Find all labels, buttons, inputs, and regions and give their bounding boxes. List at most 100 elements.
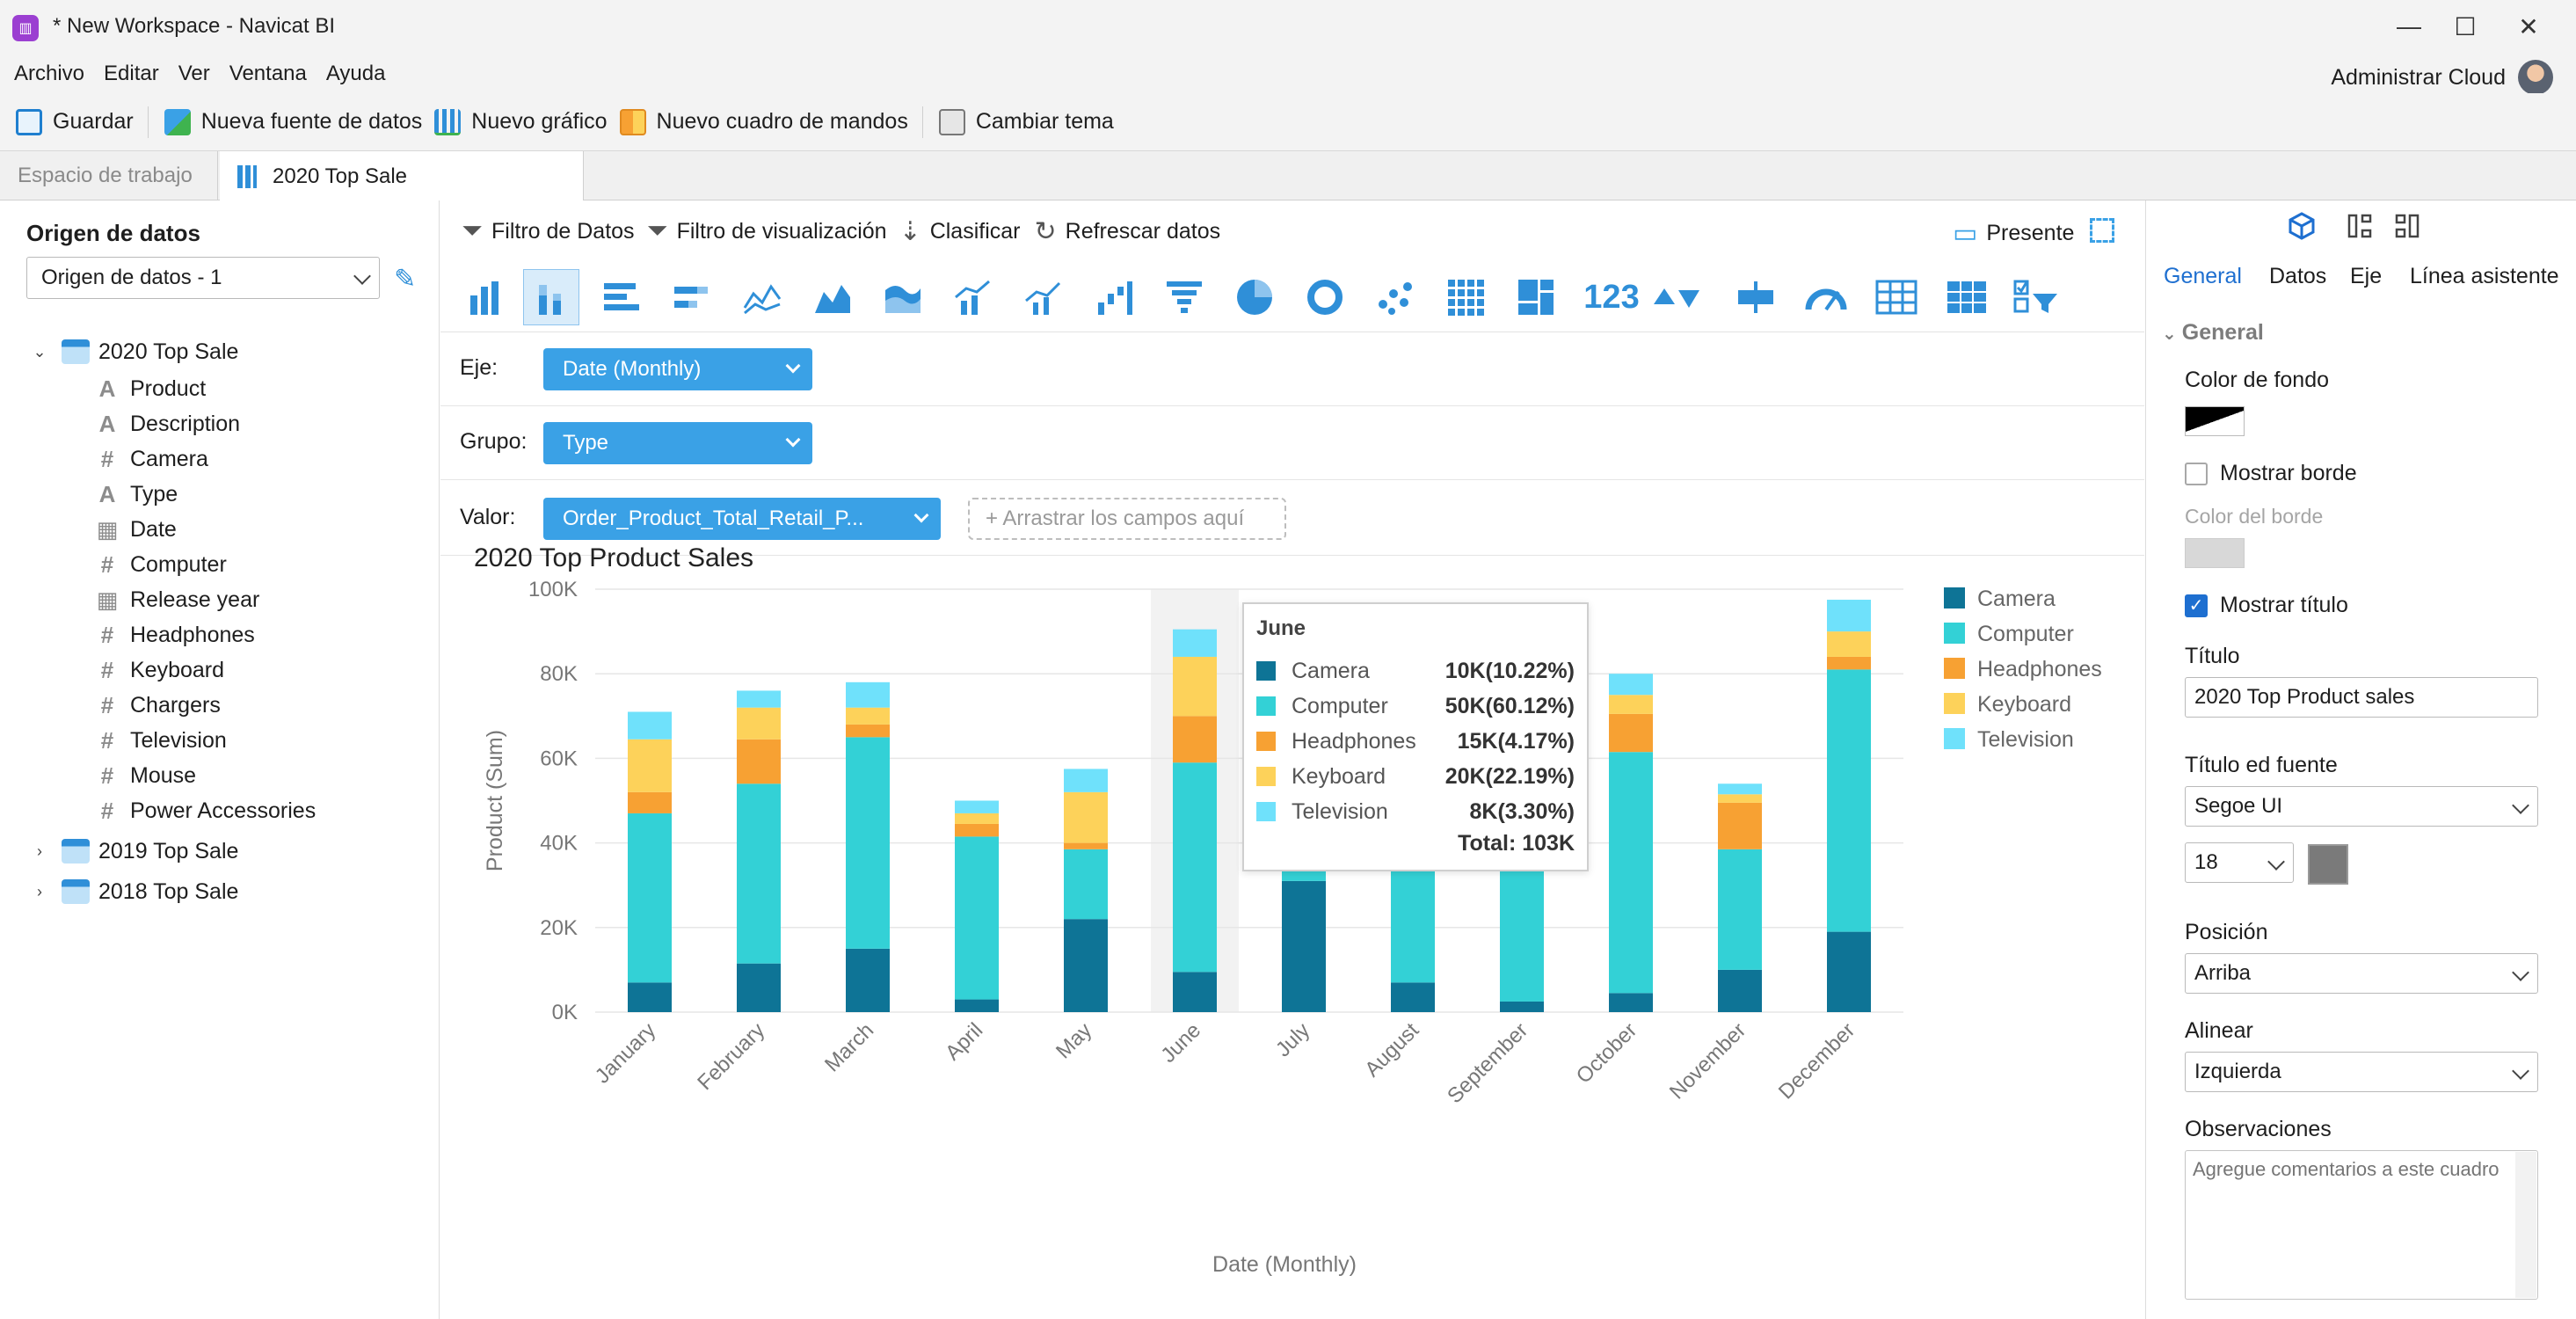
bar-line-chart-type[interactable] <box>945 269 1001 325</box>
horizontal-bar-chart-type[interactable] <box>593 269 650 325</box>
manage-cloud-link[interactable]: Administrar Cloud <box>2331 65 2506 90</box>
combo-chart-type[interactable] <box>1015 269 1072 325</box>
layout-icon[interactable] <box>2394 213 2420 239</box>
view-filter-label: Filtro de visualización <box>676 218 887 244</box>
data-source-select[interactable]: Origen de datos - 1 <box>26 257 380 299</box>
field-drop-zone[interactable]: + Arrastrar los campos aquí <box>968 498 1286 540</box>
menu-ver[interactable]: Ver <box>178 62 210 85</box>
bar-segment <box>628 982 672 1012</box>
field-product[interactable]: A Product <box>95 371 207 406</box>
tree-node-2018[interactable]: › 2018 Top Sale <box>30 874 238 909</box>
data-filter-button[interactable]: ⏷ Filtro de Datos <box>462 216 635 246</box>
value-field-pill[interactable]: Order_Product_Total_Retail_P... <box>543 498 941 540</box>
avatar[interactable] <box>2518 60 2553 95</box>
notes-scrollbar[interactable] <box>2515 1152 2536 1298</box>
sort-button[interactable]: ⇣ Clasificar <box>899 216 1021 247</box>
menu-editar[interactable]: Editar <box>104 62 159 85</box>
section-general[interactable]: ⌄ General <box>2162 320 2264 346</box>
tab-datos[interactable]: Datos <box>2269 264 2327 288</box>
section-title: General <box>2181 320 2264 345</box>
font-select[interactable]: Segoe UI <box>2185 786 2538 827</box>
treemap-chart-type[interactable] <box>1508 269 1564 325</box>
chevron-right-icon[interactable]: › <box>37 842 42 860</box>
group-field-pill[interactable]: Type <box>543 422 812 464</box>
field-television[interactable]: # Television <box>95 723 227 758</box>
field-computer[interactable]: # Computer <box>95 547 227 582</box>
align-select[interactable]: Izquierda <box>2185 1052 2538 1092</box>
tab-linea-asistente[interactable]: Línea asistente <box>2410 264 2559 288</box>
notes-textarea[interactable] <box>2185 1150 2538 1300</box>
menu-ventana[interactable]: Ventana <box>229 62 307 85</box>
field-mouse[interactable]: # Mouse <box>95 758 196 793</box>
x-tick-label: July <box>1271 1018 1314 1061</box>
table-chart-type[interactable] <box>1868 269 1925 325</box>
save-button[interactable]: Guardar <box>16 108 134 135</box>
new-chart-button[interactable]: Nuevo gráfico <box>434 108 608 135</box>
scatter-chart-type[interactable] <box>1367 269 1423 325</box>
pivot-table-chart-type[interactable] <box>1939 269 1995 325</box>
funnel-chart-type[interactable] <box>1156 269 1212 325</box>
legend-label: Television <box>1977 727 2074 752</box>
menu-archivo[interactable]: Archivo <box>14 62 85 85</box>
field-description[interactable]: A Description <box>95 406 240 441</box>
heatmap-chart-type[interactable] <box>1437 269 1494 325</box>
show-border-checkbox[interactable]: Mostrar borde <box>2185 461 2357 486</box>
field-type[interactable]: A Type <box>95 477 178 512</box>
font-size-select[interactable]: 18 <box>2185 842 2294 883</box>
tree-node-2020[interactable]: ⌄ 2020 Top Sale <box>30 334 238 369</box>
bg-color-swatch[interactable] <box>2185 406 2245 436</box>
title-input[interactable]: 2020 Top Product sales <box>2185 677 2538 718</box>
tab-2020-top-sale[interactable]: 2020 Top Sale <box>220 151 584 201</box>
chevron-down-icon <box>2267 853 2285 871</box>
field-label: Computer <box>130 551 227 577</box>
field-keyboard[interactable]: # Keyboard <box>95 652 224 688</box>
fullscreen-icon[interactable] <box>2090 218 2114 243</box>
hierarchy-icon[interactable] <box>2347 213 2373 239</box>
value-chart-type[interactable]: 123 <box>1578 269 1645 325</box>
refresh-button[interactable]: ↻ Refrescar datos <box>1035 216 1221 247</box>
chevron-down-icon[interactable]: ⌄ <box>33 342 47 361</box>
gauge-chart-type[interactable] <box>1798 269 1854 325</box>
kpi-chart-type[interactable] <box>1650 269 1706 325</box>
show-title-checkbox[interactable]: ✓ Mostrar título <box>2185 593 2348 618</box>
field-chargers[interactable]: # Chargers <box>95 688 221 723</box>
gauge-bar-chart-type[interactable] <box>1728 269 1784 325</box>
new-data-source-button[interactable]: Nueva fuente de datos <box>164 108 422 135</box>
new-dashboard-button[interactable]: Nuevo cuadro de mandos <box>619 108 908 135</box>
tree-node-2019[interactable]: › 2019 Top Sale <box>30 834 238 869</box>
axis-field-pill[interactable]: Date (Monthly) <box>543 348 812 390</box>
present-button[interactable]: ▭ Presente <box>1953 218 2074 249</box>
stacked-horizontal-bar-type[interactable] <box>664 269 720 325</box>
line-chart-type[interactable] <box>734 269 790 325</box>
view-filter-button[interactable]: ⏷ Filtro de visualización <box>647 216 887 246</box>
donut-chart-type[interactable] <box>1297 269 1353 325</box>
waterfall-chart-type[interactable] <box>1086 269 1142 325</box>
close-button[interactable]: ✕ <box>2518 12 2539 40</box>
tab-workspace[interactable]: Espacio de trabajo <box>0 151 218 200</box>
tooltip-series-name: Camera <box>1292 658 1370 683</box>
chevron-right-icon[interactable]: › <box>37 882 42 900</box>
field-headphones[interactable]: # Headphones <box>95 617 255 652</box>
stacked-area-chart-type[interactable] <box>875 269 931 325</box>
area-chart-type[interactable] <box>804 269 861 325</box>
field-camera[interactable]: # Camera <box>95 441 208 477</box>
filter-control-chart-type[interactable] <box>2009 269 2065 325</box>
pie-chart-type[interactable] <box>1226 269 1283 325</box>
field-release-year[interactable]: ▦ Release year <box>95 582 260 617</box>
font-color-swatch[interactable] <box>2308 844 2348 885</box>
bar-segment <box>1609 713 1653 753</box>
field-power-accessories[interactable]: # Power Accessories <box>95 793 316 828</box>
position-select[interactable]: Arriba <box>2185 953 2538 994</box>
field-date[interactable]: ▦ Date <box>95 512 177 547</box>
menu-ayuda[interactable]: Ayuda <box>325 62 386 85</box>
bar-chart-type[interactable] <box>458 269 514 325</box>
minimize-button[interactable]: — <box>2397 12 2421 40</box>
cube-icon[interactable] <box>2287 211 2317 241</box>
maximize-button[interactable]: ☐ <box>2454 12 2477 40</box>
tab-general[interactable]: General <box>2164 264 2242 288</box>
change-theme-button[interactable]: Cambiar tema <box>938 108 1114 135</box>
refresh-label: Refrescar datos <box>1065 218 1221 244</box>
tab-eje[interactable]: Eje <box>2350 264 2383 288</box>
pencil-icon[interactable]: ✎ <box>394 265 417 294</box>
stacked-bar-chart-type[interactable] <box>523 269 579 325</box>
